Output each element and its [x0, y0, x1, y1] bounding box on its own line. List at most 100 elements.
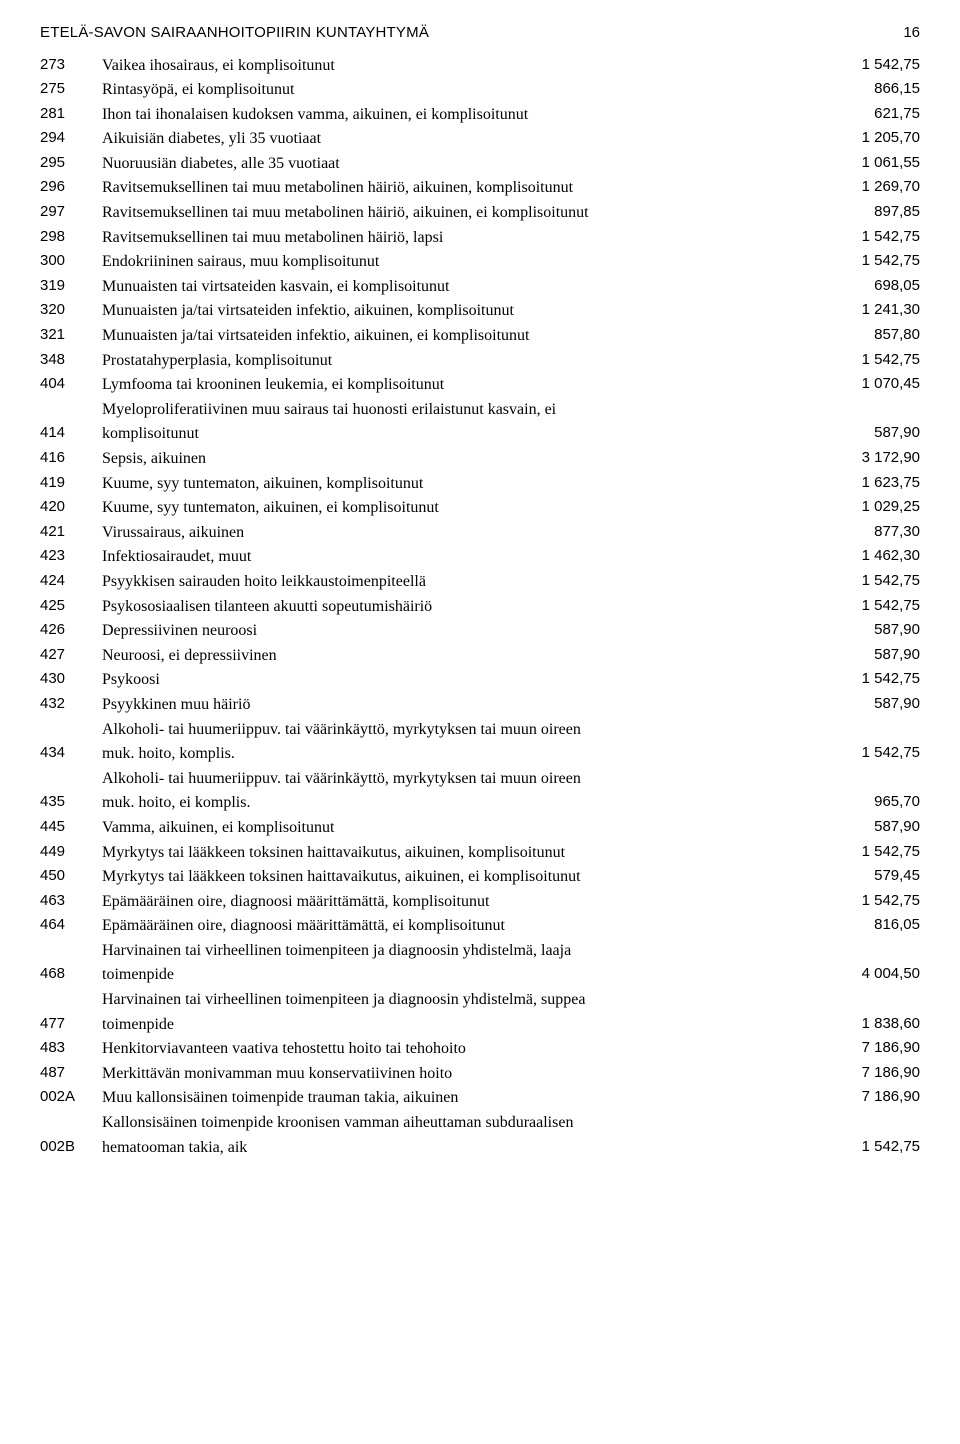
- row-desc: Kallonsisäinen toimenpide kroonisen vamm…: [102, 1112, 830, 1134]
- row-desc: toimenpide: [102, 1014, 830, 1036]
- row-value: 1 205,70: [830, 128, 920, 148]
- row-value: 866,15: [830, 79, 920, 99]
- row-desc: Kuume, syy tuntematon, aikuinen, ei komp…: [102, 497, 830, 519]
- row-desc: Myeloproliferatiivinen muu sairaus tai h…: [102, 399, 830, 421]
- row-value: 1 623,75: [830, 473, 920, 493]
- row-desc: Lymfooma tai krooninen leukemia, ei komp…: [102, 374, 830, 396]
- row-code: 002B: [40, 1137, 102, 1157]
- row-desc: Ravitsemuksellinen tai muu metabolinen h…: [102, 227, 830, 249]
- row-desc: Epämääräinen oire, diagnoosi määrittämät…: [102, 891, 830, 913]
- table-row: 298Ravitsemuksellinen tai muu metaboline…: [40, 225, 920, 250]
- row-value: 1 838,60: [830, 1014, 920, 1034]
- table-row: 273Vaikea ihosairaus, ei komplisoitunut1…: [40, 53, 920, 78]
- row-desc: Muu kallonsisäinen toimenpide trauman ta…: [102, 1087, 830, 1109]
- table-row: 281Ihon tai ihonalaisen kudoksen vamma, …: [40, 102, 920, 127]
- table-row: 320Munuaisten ja/tai virtsateiden infekt…: [40, 299, 920, 324]
- row-desc: Alkoholi- tai huumeriippuv. tai väärinkä…: [102, 768, 830, 790]
- table-row: 319Munuaisten tai virtsateiden kasvain, …: [40, 274, 920, 299]
- header-page-number: 16: [903, 24, 920, 41]
- table-row: 420Kuume, syy tuntematon, aikuinen, ei k…: [40, 496, 920, 521]
- row-code: 468: [40, 964, 102, 984]
- row-code: 421: [40, 522, 102, 542]
- row-code: 281: [40, 104, 102, 124]
- row-desc: toimenpide: [102, 964, 830, 986]
- row-value: 1 241,30: [830, 300, 920, 320]
- row-value: 1 542,75: [830, 669, 920, 689]
- row-desc: Kuume, syy tuntematon, aikuinen, komplis…: [102, 473, 830, 495]
- row-desc: Munuaisten ja/tai virtsateiden infektio,…: [102, 325, 830, 347]
- row-desc: Munuaisten ja/tai virtsateiden infektio,…: [102, 300, 830, 322]
- row-code: 464: [40, 915, 102, 935]
- row-code: 487: [40, 1063, 102, 1083]
- table-row: 483Henkitorviavanteen vaativa tehostettu…: [40, 1037, 920, 1062]
- table-row: 430Psykoosi1 542,75: [40, 668, 920, 693]
- table-row: 425Psykososiaalisen tilanteen akuutti so…: [40, 594, 920, 619]
- table-row-continuation: Harvinainen tai virheellinen toimenpitee…: [40, 938, 920, 963]
- row-desc: muk. hoito, komplis.: [102, 743, 830, 765]
- row-value: 579,45: [830, 866, 920, 886]
- row-desc: Psyykkisen sairauden hoito leikkaustoime…: [102, 571, 830, 593]
- row-desc: muk. hoito, ei komplis.: [102, 792, 830, 814]
- row-desc: Neuroosi, ei depressiivinen: [102, 645, 830, 667]
- row-code: 423: [40, 546, 102, 566]
- row-value: 587,90: [830, 645, 920, 665]
- table-row: 002Bhematooman takia, aik1 542,75: [40, 1135, 920, 1160]
- row-desc: Infektiosairaudet, muut: [102, 546, 830, 568]
- row-desc: Ravitsemuksellinen tai muu metabolinen h…: [102, 202, 830, 224]
- table-row-continuation: Harvinainen tai virheellinen toimenpitee…: [40, 988, 920, 1013]
- row-code: 483: [40, 1038, 102, 1058]
- row-code: 404: [40, 374, 102, 394]
- table-row-continuation: Kallonsisäinen toimenpide kroonisen vamm…: [40, 1111, 920, 1136]
- row-desc: Aikuisiän diabetes, yli 35 vuotiaat: [102, 128, 830, 150]
- row-value: 1 542,75: [830, 1137, 920, 1157]
- row-desc: Depressiivinen neuroosi: [102, 620, 830, 642]
- table-row: 464Epämääräinen oire, diagnoosi määrittä…: [40, 914, 920, 939]
- row-value: 1 070,45: [830, 374, 920, 394]
- table-row: 275Rintasyöpä, ei komplisoitunut866,15: [40, 78, 920, 103]
- row-code: 426: [40, 620, 102, 640]
- row-code: 435: [40, 792, 102, 812]
- table-row: 450Myrkytys tai lääkkeen toksinen haitta…: [40, 865, 920, 890]
- row-desc: Endokriininen sairaus, muu komplisoitunu…: [102, 251, 830, 273]
- table-row: 427Neuroosi, ei depressiivinen587,90: [40, 643, 920, 668]
- row-code: 298: [40, 227, 102, 247]
- row-code: 434: [40, 743, 102, 763]
- table-row: 294Aikuisiän diabetes, yli 35 vuotiaat1 …: [40, 127, 920, 152]
- row-desc: Ravitsemuksellinen tai muu metabolinen h…: [102, 177, 830, 199]
- row-desc: Henkitorviavanteen vaativa tehostettu ho…: [102, 1038, 830, 1060]
- row-desc: Myrkytys tai lääkkeen toksinen haittavai…: [102, 866, 830, 888]
- table-row: 468toimenpide4 004,50: [40, 963, 920, 988]
- row-code: 297: [40, 202, 102, 222]
- row-value: 1 269,70: [830, 177, 920, 197]
- table-row: 423Infektiosairaudet, muut1 462,30: [40, 545, 920, 570]
- table-row: 435muk. hoito, ei komplis.965,70: [40, 791, 920, 816]
- row-code: 424: [40, 571, 102, 591]
- table-row: 348Prostatahyperplasia, komplisoitunut1 …: [40, 348, 920, 373]
- table-row: 404Lymfooma tai krooninen leukemia, ei k…: [40, 373, 920, 398]
- row-desc: hematooman takia, aik: [102, 1137, 830, 1159]
- row-code: 432: [40, 694, 102, 714]
- row-code: 300: [40, 251, 102, 271]
- row-code: 419: [40, 473, 102, 493]
- row-value: 1 029,25: [830, 497, 920, 517]
- row-code: 463: [40, 891, 102, 911]
- table-row: 414komplisoitunut587,90: [40, 422, 920, 447]
- table-row: 432Psyykkinen muu häiriö587,90: [40, 692, 920, 717]
- row-desc: Ihon tai ihonalaisen kudoksen vamma, aik…: [102, 104, 830, 126]
- row-code: 321: [40, 325, 102, 345]
- row-code: 275: [40, 79, 102, 99]
- row-code: 414: [40, 423, 102, 443]
- table-row: 416Sepsis, aikuinen3 172,90: [40, 447, 920, 472]
- row-code: 427: [40, 645, 102, 665]
- row-value: 1 542,75: [830, 743, 920, 763]
- page-header: ETELÄ-SAVON SAIRAANHOITOPIIRIN KUNTAYHTY…: [40, 24, 920, 41]
- row-desc: komplisoitunut: [102, 423, 830, 445]
- table-row: 421Virussairaus, aikuinen877,30: [40, 520, 920, 545]
- row-code: 320: [40, 300, 102, 320]
- row-value: 7 186,90: [830, 1063, 920, 1083]
- row-code: 295: [40, 153, 102, 173]
- row-code: 416: [40, 448, 102, 468]
- row-value: 1 542,75: [830, 251, 920, 271]
- row-code: 430: [40, 669, 102, 689]
- row-value: 1 462,30: [830, 546, 920, 566]
